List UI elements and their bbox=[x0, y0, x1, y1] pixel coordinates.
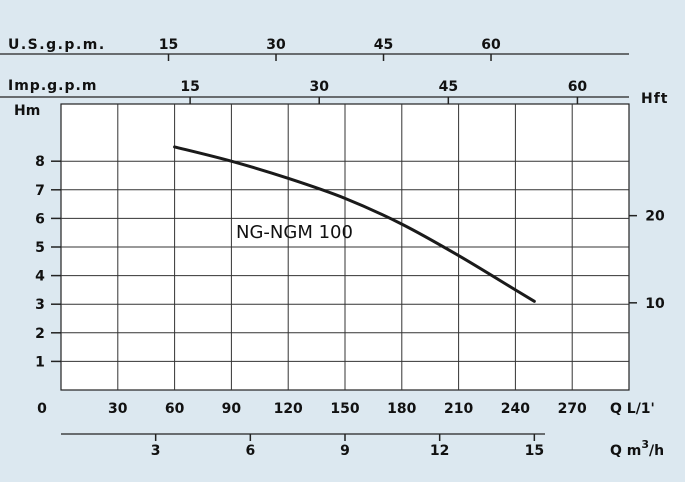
usgpm-tick-label: 15 bbox=[159, 37, 178, 53]
m3h-axis-label: Q m3/h bbox=[610, 438, 664, 459]
usgpm-tick-label: 30 bbox=[266, 37, 286, 53]
x-origin-label: 0 bbox=[37, 401, 47, 417]
impgpm-tick-label: 15 bbox=[180, 79, 199, 95]
y-tick-label: 7 bbox=[35, 183, 45, 199]
m3h-tick-label: 15 bbox=[525, 443, 544, 459]
series-annotation: NG-NGM 100 bbox=[236, 222, 353, 243]
pump-curve-line bbox=[173, 145, 536, 303]
m3h-label-part: /h bbox=[649, 443, 664, 459]
impgpm-tick-label: 45 bbox=[439, 79, 458, 95]
hft-tick-label: 10 bbox=[645, 296, 665, 312]
usgpm-tick-label: 60 bbox=[481, 37, 501, 53]
usgpm-tick-label: 45 bbox=[374, 37, 393, 53]
grid bbox=[61, 104, 629, 390]
m3h-tick-label: 9 bbox=[340, 443, 350, 459]
x-tick-label: 30 bbox=[108, 401, 128, 417]
x-tick-label: 270 bbox=[558, 401, 587, 417]
m3h-tick-label: 12 bbox=[430, 443, 449, 459]
x-tick-label: 180 bbox=[387, 401, 416, 417]
y-tick-label: 1 bbox=[35, 354, 45, 370]
impgpm-tick-label: 60 bbox=[568, 79, 588, 95]
m3h-label-sup: 3 bbox=[641, 438, 649, 451]
m3h-label-part: Q m bbox=[610, 443, 641, 459]
x-tick-label: 150 bbox=[330, 401, 359, 417]
lmin-axis-label: Q L/1' bbox=[610, 401, 655, 417]
hft-axis-label: Hft bbox=[641, 91, 669, 107]
x-tick-label: 210 bbox=[444, 401, 473, 417]
x-tick-label: 60 bbox=[165, 401, 185, 417]
x-tick-label: 90 bbox=[222, 401, 242, 417]
impgpm-axis-label: Imp.g.p.m bbox=[8, 78, 97, 94]
m3h-tick-label: 3 bbox=[151, 443, 161, 459]
x-tick-label: 240 bbox=[501, 401, 530, 417]
impgpm-tick-label: 30 bbox=[309, 79, 329, 95]
usgpm-axis-label: U.S.g.p.m. bbox=[8, 37, 106, 53]
y-tick-label: 8 bbox=[35, 154, 45, 170]
x-tick-label: 120 bbox=[274, 401, 303, 417]
m3h-tick-label: 6 bbox=[245, 443, 255, 459]
y-tick-label: 2 bbox=[35, 326, 45, 342]
hm-axis-label: Hm bbox=[14, 103, 40, 119]
y-tick-label: 6 bbox=[35, 211, 45, 227]
y-tick-label: 3 bbox=[35, 297, 45, 313]
y-tick-label: 4 bbox=[35, 269, 45, 285]
hft-tick-label: 20 bbox=[645, 209, 665, 225]
y-tick-label: 5 bbox=[35, 240, 45, 256]
